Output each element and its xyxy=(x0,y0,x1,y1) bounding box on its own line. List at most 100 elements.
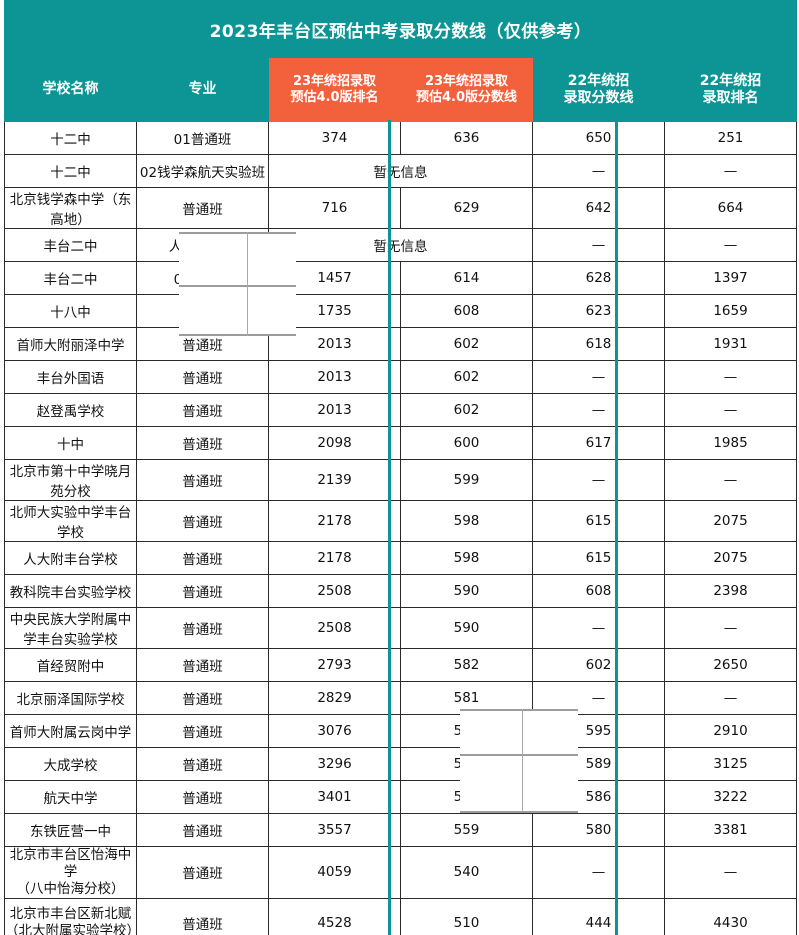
cell-rank-2023: 2013 xyxy=(268,360,401,394)
table-body: 十二中 01普通班 374 636 650 251 十二中 02钱学森航天实验班 暂无信息 — — 北… xyxy=(4,121,797,935)
cell-major: 普通班 xyxy=(136,541,269,575)
cell-score-2022: 595 xyxy=(532,714,665,748)
cell-school-line2: （北大附属实验学校） xyxy=(5,922,140,935)
cell-score-2022: — xyxy=(532,228,665,262)
table-row: 人大附丰台学校 普通班 2178 598 615 2075 xyxy=(4,541,797,575)
cell-rank-2023: 1735 xyxy=(268,294,401,328)
cell-rank-2022: — xyxy=(664,681,797,715)
cell-score-2022: 444 xyxy=(532,897,665,935)
cell-school: 人大附丰台学校 xyxy=(4,541,137,575)
cell-score-2022: — xyxy=(532,459,665,501)
cell-score-2023: 629 xyxy=(400,187,533,229)
cell-score-2022: 618 xyxy=(532,327,665,361)
cell-rank-2022: 3125 xyxy=(664,747,797,781)
cell-score-2022: 650 xyxy=(532,121,665,155)
cell-score-2023: 590 xyxy=(400,607,533,649)
cell-score-2022: — xyxy=(532,607,665,649)
col-header-score-2023: 23年统招录取 预估4.0版分数线 xyxy=(400,58,533,122)
cell-rank-2022: 3222 xyxy=(664,780,797,814)
cell-score-2022: 602 xyxy=(532,648,665,682)
cell-school: 丰台二中 xyxy=(4,261,137,295)
col-header-score-2022-line1: 22年统招 xyxy=(567,72,630,89)
cell-rank-2022: 1931 xyxy=(664,327,797,361)
grades-table: 学校名称 专业 23年统招录取 预估4.0版排名 23年统招录取 预估4.0版分… xyxy=(4,58,797,935)
cell-school: 十八中 xyxy=(4,294,137,328)
cell-major: 普通班 xyxy=(136,393,269,427)
cell-score-2022: — xyxy=(532,393,665,427)
cell-rank-2023: 2139 xyxy=(268,459,401,501)
cell-major: 普通班 xyxy=(136,327,269,361)
cell-score-2023: 599 xyxy=(400,459,533,501)
cell-rank-2022: — xyxy=(664,228,797,262)
cell-score-2023: 600 xyxy=(400,426,533,460)
col-header-school-label: 学校名称 xyxy=(42,81,99,98)
table-row: 北师大实验中学丰台学校 普通班 2178 598 615 2075 xyxy=(4,500,797,542)
cell-school: 北京钱学森中学（东高地） xyxy=(4,187,137,229)
cell-score-2022: 615 xyxy=(532,500,665,542)
cell-school: 北京市丰台区怡海中学 （八中怡海分校） xyxy=(4,846,137,899)
col-header-rank-2023-line1: 23年统招录取 xyxy=(292,73,377,89)
table-row: 东铁匠营一中 普通班 3557 559 580 3381 xyxy=(4,813,797,847)
cell-score-2023: 636 xyxy=(400,121,533,155)
cell-school: 丰台外国语 xyxy=(4,360,137,394)
cell-rank-2023: 716 xyxy=(268,187,401,229)
cell-rank-2023: 3557 xyxy=(268,813,401,847)
col-header-rank-2023-line2: 预估4.0版排名 xyxy=(290,90,379,105)
cell-rank-2022: 2910 xyxy=(664,714,797,748)
cell-score-2022: 623 xyxy=(532,294,665,328)
cell-major: 普通班 xyxy=(136,648,269,682)
cell-school: 北师大实验中学丰台学校 xyxy=(4,500,137,542)
cell-rank-2022: 2075 xyxy=(664,541,797,575)
table-row: 十二中 01普通班 374 636 650 251 xyxy=(4,121,797,155)
col-header-rank-2023: 23年统招录取 预估4.0版排名 xyxy=(268,58,401,122)
cell-score-2022: 586 xyxy=(532,780,665,814)
cell-rank-2023: 3401 xyxy=(268,780,401,814)
cell-major: 普通班 xyxy=(136,607,269,649)
cell-rank-2023: 2508 xyxy=(268,607,401,649)
cell-score-2023: 540 xyxy=(400,846,533,899)
cell-school: 十中 xyxy=(4,426,137,460)
table-row: 十中 普通班 2098 600 617 1985 xyxy=(4,426,797,460)
cell-major: 普通班 xyxy=(136,897,269,935)
cell-major: 普通班 xyxy=(136,500,269,542)
table-row: 丰台外国语 普通班 2013 602— — xyxy=(4,360,797,394)
col-header-rank-2022-line1: 22年统招 xyxy=(699,72,762,89)
cell-score-2023: 598 xyxy=(400,541,533,575)
col-header-score-2022: 22年统招 录取分数线 xyxy=(532,58,665,122)
col-header-score-2023-line2: 预估4.0版分数线 xyxy=(415,90,518,105)
cell-school-line1: 北京市丰台区新北赋 xyxy=(9,905,132,922)
cell-rank-2023: 2829 xyxy=(268,681,401,715)
table-row: 丰台二中 人文实验班 暂无信息 — — xyxy=(4,228,797,262)
table-row: 北京市丰台区怡海中学 （八中怡海分校） 普通班 4059 540— — xyxy=(4,846,797,899)
col-header-major: 专业 xyxy=(136,58,269,122)
cell-rank-2022: — xyxy=(664,459,797,501)
cell-score-2022: — xyxy=(532,681,665,715)
table-header-row: 学校名称 专业 23年统招录取 预估4.0版排名 23年统招录取 预估4.0版分… xyxy=(4,58,797,122)
cell-major: 普通班 xyxy=(136,846,269,899)
cell-rank-2023: 3296 xyxy=(268,747,401,781)
cell-rank-2023: 374 xyxy=(268,121,401,155)
cell-school: 教科院丰台实验学校 xyxy=(4,574,137,608)
cell-rank-2022: 2398 xyxy=(664,574,797,608)
cell-rank-2022: — xyxy=(664,846,797,899)
cell-score-2022: — xyxy=(532,154,665,188)
table-row: 北京市丰台区新北赋 （北大附属实验学校） 普通班 4528 510 444 4430 xyxy=(4,897,797,935)
cell-major: 普通班 xyxy=(136,574,269,608)
cell-major: 普通班 xyxy=(136,459,269,501)
cell-rank-2022: — xyxy=(664,393,797,427)
cell-score-2022: — xyxy=(532,846,665,899)
cell-school: 北京市第十中学晓月苑分校 xyxy=(4,459,137,501)
cell-rank-2022: 3381 xyxy=(664,813,797,847)
cell-school-line1: 北京市丰台区怡海中学 xyxy=(9,847,132,880)
cell-rank-2022: 251 xyxy=(664,121,797,155)
cell-school: 十二中 xyxy=(4,121,137,155)
cell-score-2023: 590 xyxy=(400,574,533,608)
cell-major: 普通班 xyxy=(136,426,269,460)
cell-score-2023: 510 xyxy=(400,897,533,935)
cell-score-2023: 581 xyxy=(400,681,533,715)
col-header-major-label: 专业 xyxy=(188,81,217,98)
cell-rank-2023: 2178 xyxy=(268,541,401,575)
cell-school: 航天中学 xyxy=(4,780,137,814)
cell-school: 东铁匠营一中 xyxy=(4,813,137,847)
cell-score-2023: 559 xyxy=(400,813,533,847)
